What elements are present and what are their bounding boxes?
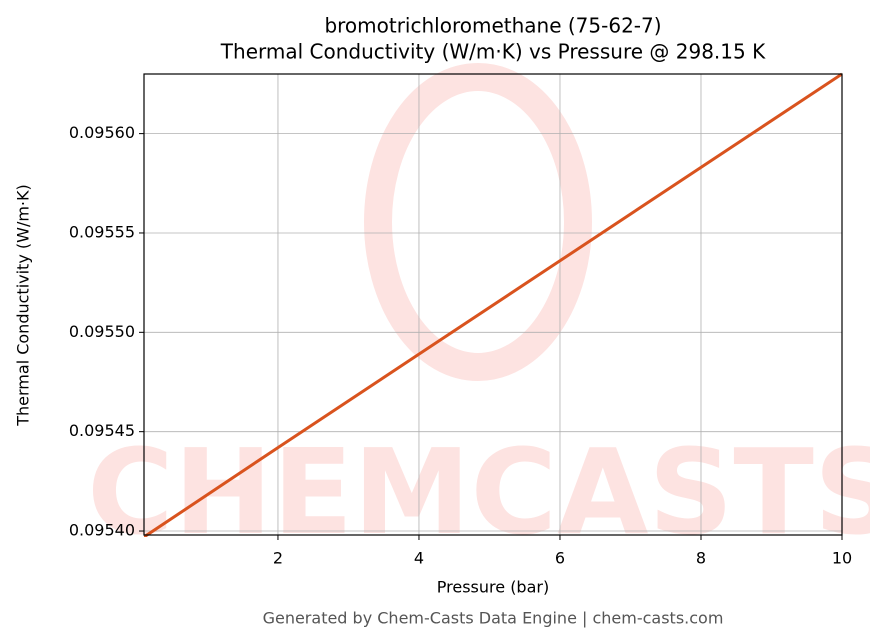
x-tick-label: 10 <box>832 549 852 568</box>
y-tick-label: 0.09545 <box>69 421 135 440</box>
y-axis-label: Thermal Conductivity (W/m·K) <box>14 184 33 427</box>
x-axis-label: Pressure (bar) <box>437 578 549 597</box>
y-tick-label: 0.09555 <box>69 222 135 241</box>
data-line <box>144 72 842 537</box>
footer: Generated by Chem-Casts Data Engine | ch… <box>263 609 724 628</box>
watermark: CHEMCASTS <box>87 423 870 561</box>
y-tick-label: 0.09540 <box>69 521 135 540</box>
y-tick-label: 0.09550 <box>69 322 135 341</box>
x-tick-label: 6 <box>555 549 565 568</box>
x-tick-label: 2 <box>273 549 283 568</box>
chart-subtitle: Thermal Conductivity (W/m·K) vs Pressure… <box>220 40 766 64</box>
chart-title: bromotrichloromethane (75-62-7) <box>324 14 661 38</box>
y-tick-label: 0.09560 <box>69 123 135 142</box>
x-tick-label: 4 <box>414 549 424 568</box>
watermark-logo <box>364 63 592 381</box>
x-tick-label: 8 <box>696 549 706 568</box>
plot-frame <box>143 73 843 536</box>
